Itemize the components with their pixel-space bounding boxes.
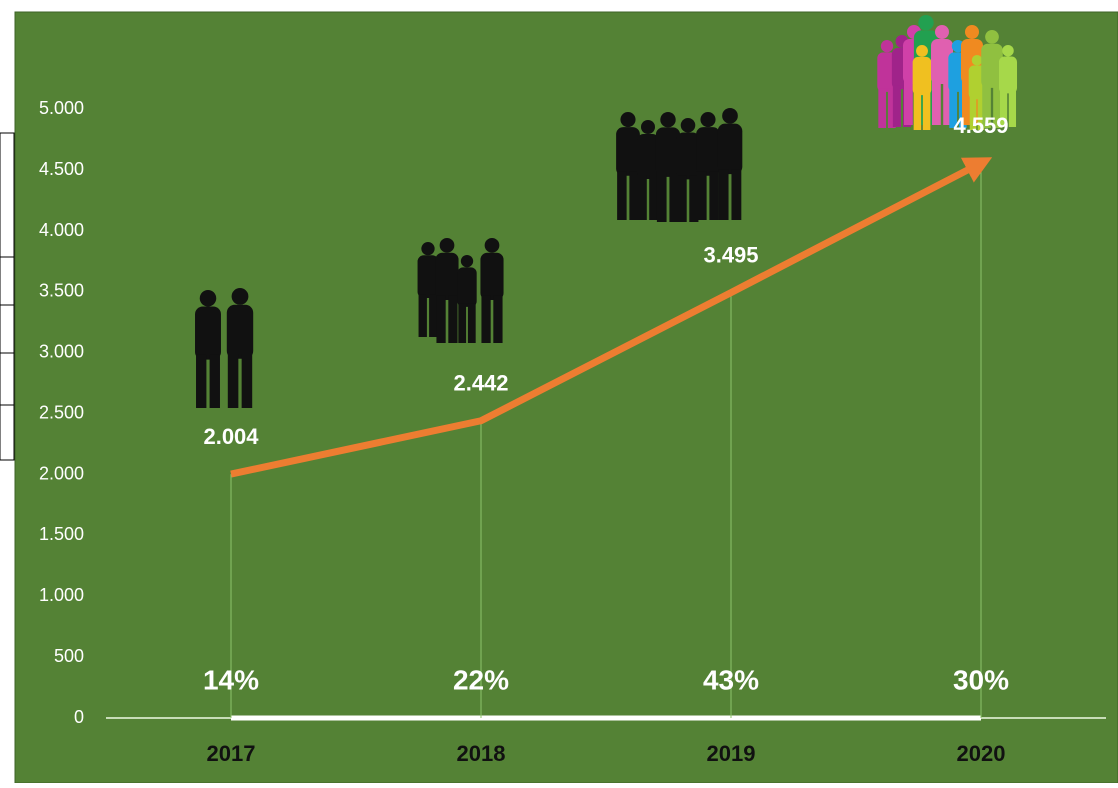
person-leg (617, 171, 627, 220)
person-head (421, 242, 434, 255)
person-head (722, 108, 738, 124)
person-head (972, 55, 983, 66)
y-tick-label: 4.000 (39, 220, 84, 240)
person-body (718, 124, 743, 174)
person-head (620, 112, 635, 127)
x-tick-label: 2020 (957, 741, 1006, 766)
person-body (913, 57, 932, 95)
person-leg (468, 303, 476, 343)
y-tick-label: 5.000 (39, 98, 84, 118)
y-tick-label: 0 (74, 707, 84, 727)
person-leg (458, 303, 466, 343)
person-body (457, 267, 476, 307)
person-head (440, 238, 455, 253)
person-leg (493, 296, 502, 343)
value-label: 2.004 (203, 424, 259, 449)
person-body (696, 127, 720, 176)
growth-label: 14% (203, 664, 259, 695)
person-body (227, 305, 253, 359)
person-leg (923, 92, 930, 130)
person-leg (678, 175, 687, 222)
person-leg (719, 170, 729, 220)
value-label: 2.442 (453, 371, 508, 396)
person-body (637, 134, 659, 179)
person-head (965, 25, 979, 39)
person-leg (649, 175, 658, 220)
person-head (681, 118, 696, 133)
y-tick-label: 1.000 (39, 585, 84, 605)
value-label: 3.495 (703, 242, 758, 267)
y-tick-label: 1.500 (39, 524, 84, 544)
person-body (435, 253, 458, 300)
person-head (1002, 45, 1013, 56)
person-leg (196, 355, 206, 408)
person-body (656, 127, 680, 176)
person-leg (629, 171, 639, 220)
person-leg (481, 296, 490, 343)
person-leg (638, 175, 647, 220)
person-body (480, 253, 503, 300)
person-leg (731, 170, 741, 220)
value-label: 4.559 (953, 113, 1008, 138)
person-head (918, 15, 933, 30)
person-leg (914, 92, 921, 130)
person-head (232, 288, 249, 305)
person-leg (709, 171, 719, 220)
growth-label: 30% (953, 664, 1009, 695)
y-tick-label: 2.000 (39, 463, 84, 483)
person-leg (689, 175, 698, 222)
person-body (418, 255, 439, 298)
person-leg (419, 294, 427, 337)
x-tick-label: 2018 (457, 741, 506, 766)
person-body (999, 56, 1017, 93)
person-leg (904, 80, 913, 125)
person-head (916, 45, 928, 57)
person-leg (1009, 90, 1016, 127)
growth-label: 22% (453, 664, 509, 695)
chart: 0 500 1.000 1.500 2.000 2.500 3.000 3.500 4.000 4… (0, 0, 1118, 783)
person-leg (657, 173, 667, 223)
person-leg (210, 355, 220, 408)
person-leg (448, 296, 457, 343)
y-tick-label: 500 (54, 646, 84, 666)
x-tick-label: 2017 (207, 741, 256, 766)
person-leg (436, 296, 445, 343)
x-tick-label: 2019 (707, 741, 756, 766)
person-body (195, 307, 221, 360)
y-tick-label: 3.000 (39, 342, 84, 362)
y-tick-label: 3.500 (39, 281, 84, 301)
person-head (881, 40, 893, 52)
person-head (700, 112, 715, 127)
person-leg (429, 294, 437, 337)
page: 0 500 1.000 1.500 2.000 2.500 3.000 3.500 4.000 4… (0, 0, 1118, 783)
person-head (485, 238, 500, 253)
growth-label: 43% (703, 664, 759, 695)
person-head (985, 30, 999, 44)
person-body (677, 133, 700, 180)
person-leg (228, 354, 239, 408)
person-body (616, 127, 640, 176)
y-tick-label: 4.500 (39, 159, 84, 179)
person-head (461, 255, 473, 267)
person-head (660, 112, 675, 127)
person-head (935, 25, 949, 39)
person-head (641, 120, 655, 134)
person-leg (242, 354, 253, 408)
y-tick-label: 2.500 (39, 402, 84, 422)
person-head (200, 290, 217, 307)
person-leg (932, 80, 941, 125)
person-leg (697, 171, 707, 220)
person-leg (893, 86, 901, 127)
person-leg (878, 88, 886, 128)
